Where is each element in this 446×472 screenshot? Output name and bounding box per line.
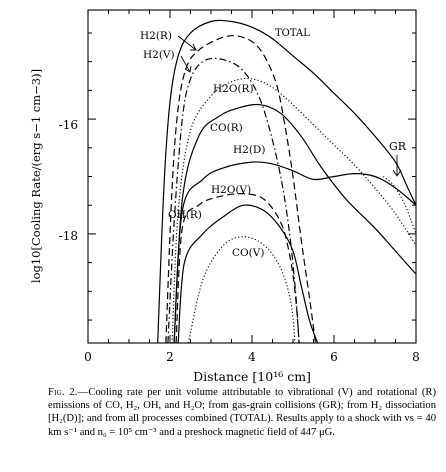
- y-axis-label: log10[Cooling Rate/(erg s−1 cm−3)]: [29, 69, 43, 283]
- x-tick-label-4: 4: [248, 350, 256, 364]
- cooling-rate-figure: 0 2 4 6 8 -16 -18 Distance [10¹⁶ cm] log…: [29, 9, 420, 384]
- series-line-co-r: [173, 103, 417, 344]
- label-h2-r: H2(R): [140, 30, 172, 42]
- label-h2-d: H2(D): [233, 144, 265, 156]
- x-axis-label: Distance [10¹⁶ cm]: [193, 369, 311, 384]
- series-line-gr: [382, 176, 417, 235]
- label-total: TOTAL: [275, 28, 310, 39]
- x-tick-label-2: 2: [166, 350, 174, 364]
- arrow-h2-v: [180, 55, 191, 73]
- series-line-h2o-r: [171, 77, 417, 344]
- x-tick-label-0: 0: [84, 350, 92, 364]
- y-tick-label-minus16: -16: [59, 118, 78, 132]
- series-line-h2-r: [165, 35, 317, 344]
- curve-group: [157, 19, 417, 344]
- series-line-h2-v: [167, 57, 300, 344]
- arrow-h2-r: [177, 35, 197, 51]
- label-gr: GR: [389, 140, 407, 153]
- label-h2-v: H2(V): [143, 49, 175, 61]
- plot-frame: [87, 9, 417, 344]
- series-line-h2-d: [173, 161, 417, 344]
- label-co-v: CO(V): [232, 247, 264, 259]
- caption-lead: Fig. 2.: [48, 387, 78, 398]
- figure-caption: Fig. 2.—Cooling rate per unit volume att…: [48, 386, 436, 439]
- label-oh-r: OH(R): [168, 209, 202, 221]
- series-line-total: [157, 19, 417, 344]
- label-co-r: CO(R): [210, 122, 243, 134]
- arrowhead-gr: [392, 169, 402, 177]
- x-tick-label-8: 8: [412, 350, 420, 364]
- x-tick-label-6: 6: [330, 350, 338, 364]
- axis-ticks: [87, 10, 417, 343]
- y-tick-label-minus18: -18: [59, 229, 78, 243]
- series-line-co-v: [187, 236, 296, 344]
- label-h2o-v: H2O(V): [211, 184, 251, 196]
- arrowhead-h2-v: [184, 65, 192, 73]
- leader-arrows: [177, 35, 402, 177]
- series-line-h2o-v: [175, 193, 300, 344]
- label-h2o-r: H2O(R): [213, 83, 254, 95]
- series-line-oh-r: [177, 204, 319, 344]
- caption-text: —Cooling rate per unit volume attributab…: [48, 387, 437, 438]
- arrowhead-h2-r: [190, 43, 197, 51]
